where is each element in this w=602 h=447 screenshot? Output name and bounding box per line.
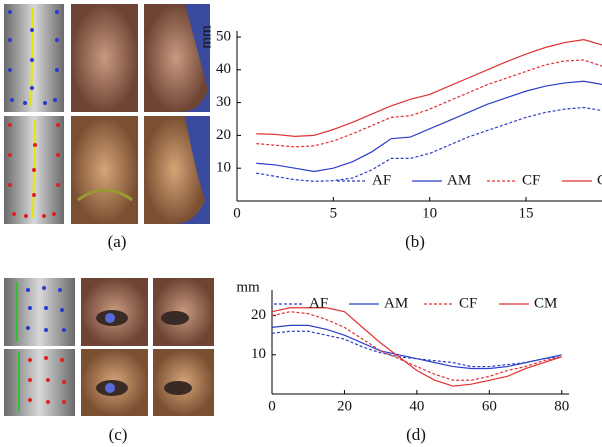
x-tick-label: 10 [422, 205, 437, 221]
series-line [256, 60, 602, 147]
legend-label: CF [459, 295, 477, 311]
y-tick-label: 10 [251, 346, 266, 362]
x-tick-label: 0 [268, 398, 276, 414]
series-line [272, 325, 562, 368]
y-tick-label: 40 [216, 61, 231, 77]
x-tick-label: 80 [554, 398, 569, 414]
x-tick-label: 5 [330, 205, 338, 221]
panel-label: (c) [109, 425, 128, 444]
figure: (a) (b) (c) (d) 051015201020304050mmAFAM… [0, 0, 602, 447]
y-tick-label: 50 [216, 28, 231, 44]
page: {"chart_data": [ {"type": "line", "ylabe… [0, 0, 602, 447]
x-tick-label: 40 [409, 398, 424, 414]
legend-label: AF [372, 172, 391, 188]
series-line [272, 308, 562, 386]
legend-label: CF [522, 172, 540, 188]
legend-label: CM [597, 172, 602, 188]
legend-label: AM [447, 172, 471, 188]
y-axis-label: mm [198, 25, 214, 49]
y-axis-label: mm [236, 279, 260, 295]
series-line [256, 40, 602, 137]
y-tick-label: 20 [251, 307, 266, 323]
panel-a-images [4, 4, 210, 224]
panel-label: (b) [405, 232, 425, 251]
legend-label: CM [534, 295, 557, 311]
y-tick-label: 30 [216, 94, 231, 110]
panel-c-images [4, 278, 214, 416]
x-tick-label: 20 [337, 398, 352, 414]
y-tick-label: 10 [216, 160, 231, 176]
x-tick-label: 60 [482, 398, 497, 414]
y-tick-label: 20 [216, 127, 231, 143]
x-tick-label: 15 [519, 205, 534, 221]
panel-label: (d) [406, 425, 426, 444]
series-line [272, 331, 562, 366]
x-tick-label: 0 [233, 205, 241, 221]
legend-label: AF [309, 295, 328, 311]
legend-label: AM [384, 295, 408, 311]
panel-label: (a) [108, 232, 127, 251]
